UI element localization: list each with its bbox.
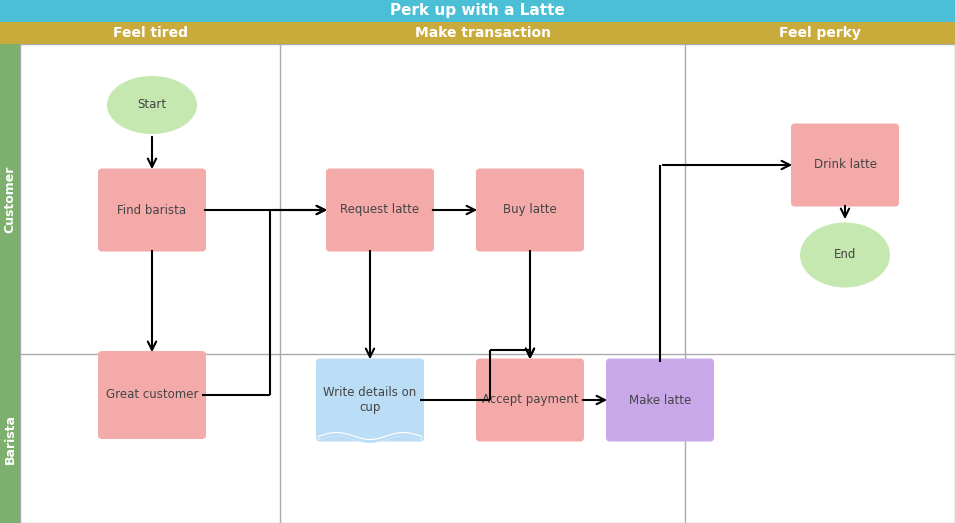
FancyBboxPatch shape bbox=[98, 168, 206, 252]
FancyBboxPatch shape bbox=[98, 351, 206, 439]
Ellipse shape bbox=[800, 222, 890, 288]
Text: Request latte: Request latte bbox=[340, 203, 419, 217]
Ellipse shape bbox=[107, 76, 197, 134]
Bar bbox=[0, 354, 20, 523]
Text: Customer: Customer bbox=[4, 165, 16, 233]
Text: Drink latte: Drink latte bbox=[814, 158, 877, 172]
FancyBboxPatch shape bbox=[791, 123, 899, 207]
Text: Great customer: Great customer bbox=[106, 389, 199, 402]
FancyBboxPatch shape bbox=[606, 358, 714, 441]
Bar bbox=[0, 44, 20, 354]
Text: Perk up with a Latte: Perk up with a Latte bbox=[390, 4, 565, 18]
Bar bbox=[0, 22, 955, 44]
Text: Find barista: Find barista bbox=[117, 203, 186, 217]
Text: Buy latte: Buy latte bbox=[503, 203, 557, 217]
Text: Barista: Barista bbox=[4, 414, 16, 463]
Text: Write details on
cup: Write details on cup bbox=[324, 386, 416, 414]
Text: Accept payment: Accept payment bbox=[481, 393, 578, 406]
Text: Feel perky: Feel perky bbox=[779, 26, 861, 40]
Text: End: End bbox=[834, 248, 857, 262]
FancyBboxPatch shape bbox=[476, 168, 584, 252]
FancyBboxPatch shape bbox=[476, 358, 584, 441]
Text: Feel tired: Feel tired bbox=[113, 26, 187, 40]
FancyBboxPatch shape bbox=[326, 168, 434, 252]
Text: Start: Start bbox=[138, 98, 166, 111]
Text: Make transaction: Make transaction bbox=[414, 26, 550, 40]
Bar bbox=[0, 0, 955, 22]
FancyBboxPatch shape bbox=[316, 358, 424, 441]
Text: Make latte: Make latte bbox=[629, 393, 691, 406]
